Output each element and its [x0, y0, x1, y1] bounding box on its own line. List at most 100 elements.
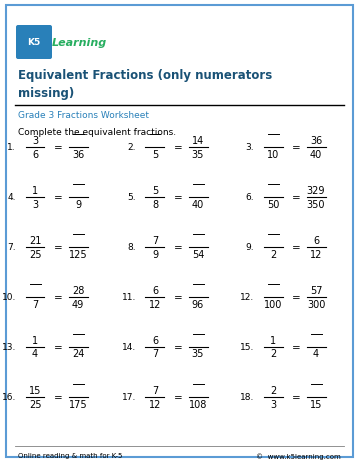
Text: 5.: 5.: [127, 193, 136, 202]
Text: 24: 24: [72, 349, 84, 359]
Text: =: =: [174, 342, 182, 352]
Text: 40: 40: [310, 149, 322, 159]
Text: 49: 49: [72, 299, 84, 309]
Text: Equivalent Fractions (only numerators: Equivalent Fractions (only numerators: [18, 69, 272, 82]
Text: Online reading & math for K-5: Online reading & math for K-5: [18, 452, 122, 458]
Text: =: =: [292, 243, 300, 252]
Text: 8: 8: [152, 199, 158, 209]
Text: =: =: [53, 243, 62, 252]
FancyBboxPatch shape: [6, 6, 353, 457]
Text: =: =: [174, 292, 182, 302]
Text: 11.: 11.: [122, 293, 136, 302]
Text: Grade 3 Fractions Worksheet: Grade 3 Fractions Worksheet: [18, 111, 149, 120]
Text: 4.: 4.: [8, 193, 16, 202]
Text: 5: 5: [152, 149, 158, 159]
Text: 1: 1: [270, 336, 276, 346]
FancyBboxPatch shape: [16, 26, 52, 60]
Text: 10: 10: [267, 149, 279, 159]
Text: 1.: 1.: [8, 143, 16, 152]
Text: =: =: [53, 342, 62, 352]
Text: 15: 15: [310, 399, 322, 409]
Text: 7: 7: [152, 386, 158, 396]
Text: 16.: 16.: [2, 393, 16, 401]
Text: 3: 3: [270, 399, 276, 409]
Text: 25: 25: [29, 399, 41, 409]
Text: =: =: [174, 143, 182, 153]
Text: 96: 96: [192, 299, 204, 309]
Text: 14: 14: [192, 136, 204, 146]
Text: =: =: [292, 292, 300, 302]
Text: 2.: 2.: [127, 143, 136, 152]
Text: =: =: [174, 243, 182, 252]
Text: 350: 350: [307, 199, 325, 209]
Text: 9: 9: [75, 199, 81, 209]
Text: 2: 2: [270, 349, 276, 359]
Text: 10.: 10.: [2, 293, 16, 302]
Text: 57: 57: [310, 286, 322, 296]
Text: 100: 100: [264, 299, 282, 309]
Text: 15: 15: [29, 386, 41, 396]
Text: =: =: [292, 392, 300, 402]
Text: 6: 6: [152, 336, 158, 346]
Text: 15.: 15.: [239, 343, 254, 352]
Text: 4: 4: [313, 349, 319, 359]
Text: =: =: [292, 143, 300, 153]
Text: 7: 7: [152, 349, 158, 359]
Text: 1: 1: [32, 336, 38, 346]
Text: 17.: 17.: [122, 393, 136, 401]
Text: 12: 12: [310, 249, 322, 259]
Text: 7.: 7.: [8, 243, 16, 252]
Text: 12: 12: [149, 299, 161, 309]
Text: 18.: 18.: [239, 393, 254, 401]
Text: =: =: [174, 193, 182, 203]
Text: 7: 7: [32, 299, 38, 309]
Text: 36: 36: [310, 136, 322, 146]
Text: =: =: [292, 193, 300, 203]
Text: 8.: 8.: [127, 243, 136, 252]
Text: missing): missing): [18, 87, 74, 100]
Text: 40: 40: [192, 199, 204, 209]
Text: 54: 54: [192, 249, 204, 259]
Text: 12.: 12.: [240, 293, 254, 302]
Text: 14.: 14.: [122, 343, 136, 352]
Text: 9: 9: [152, 249, 158, 259]
Text: 2: 2: [270, 386, 276, 396]
Text: 25: 25: [29, 249, 41, 259]
Text: ©  www.k5learning.com: © www.k5learning.com: [256, 452, 341, 459]
Text: 28: 28: [72, 286, 84, 296]
Text: 7: 7: [152, 236, 158, 246]
Text: 13.: 13.: [2, 343, 16, 352]
Text: 6.: 6.: [245, 193, 254, 202]
Text: 108: 108: [189, 399, 207, 409]
Text: 35: 35: [192, 349, 204, 359]
Text: 50: 50: [267, 199, 279, 209]
Text: =: =: [53, 292, 62, 302]
Text: 4: 4: [32, 349, 38, 359]
Text: 329: 329: [307, 186, 325, 196]
Text: 6: 6: [313, 236, 319, 246]
Text: Complete the equivalent fractions.: Complete the equivalent fractions.: [18, 128, 176, 137]
Text: 5: 5: [152, 186, 158, 196]
Text: 21: 21: [29, 236, 41, 246]
Text: 300: 300: [307, 299, 325, 309]
Text: =: =: [174, 392, 182, 402]
Text: 6: 6: [152, 286, 158, 296]
Text: =: =: [53, 193, 62, 203]
Text: 12: 12: [149, 399, 161, 409]
Text: 3: 3: [32, 199, 38, 209]
Text: 9.: 9.: [245, 243, 254, 252]
Text: 36: 36: [72, 149, 84, 159]
Text: 125: 125: [69, 249, 87, 259]
Text: K5: K5: [27, 38, 41, 47]
Text: 1: 1: [32, 186, 38, 196]
Text: 6: 6: [32, 149, 38, 159]
Text: =: =: [53, 392, 62, 402]
Text: 175: 175: [69, 399, 87, 409]
Text: 3: 3: [32, 136, 38, 146]
Text: 35: 35: [192, 149, 204, 159]
Text: 3.: 3.: [245, 143, 254, 152]
Text: Learning: Learning: [52, 38, 107, 48]
Text: =: =: [292, 342, 300, 352]
Text: 2: 2: [270, 249, 276, 259]
Text: =: =: [53, 143, 62, 153]
